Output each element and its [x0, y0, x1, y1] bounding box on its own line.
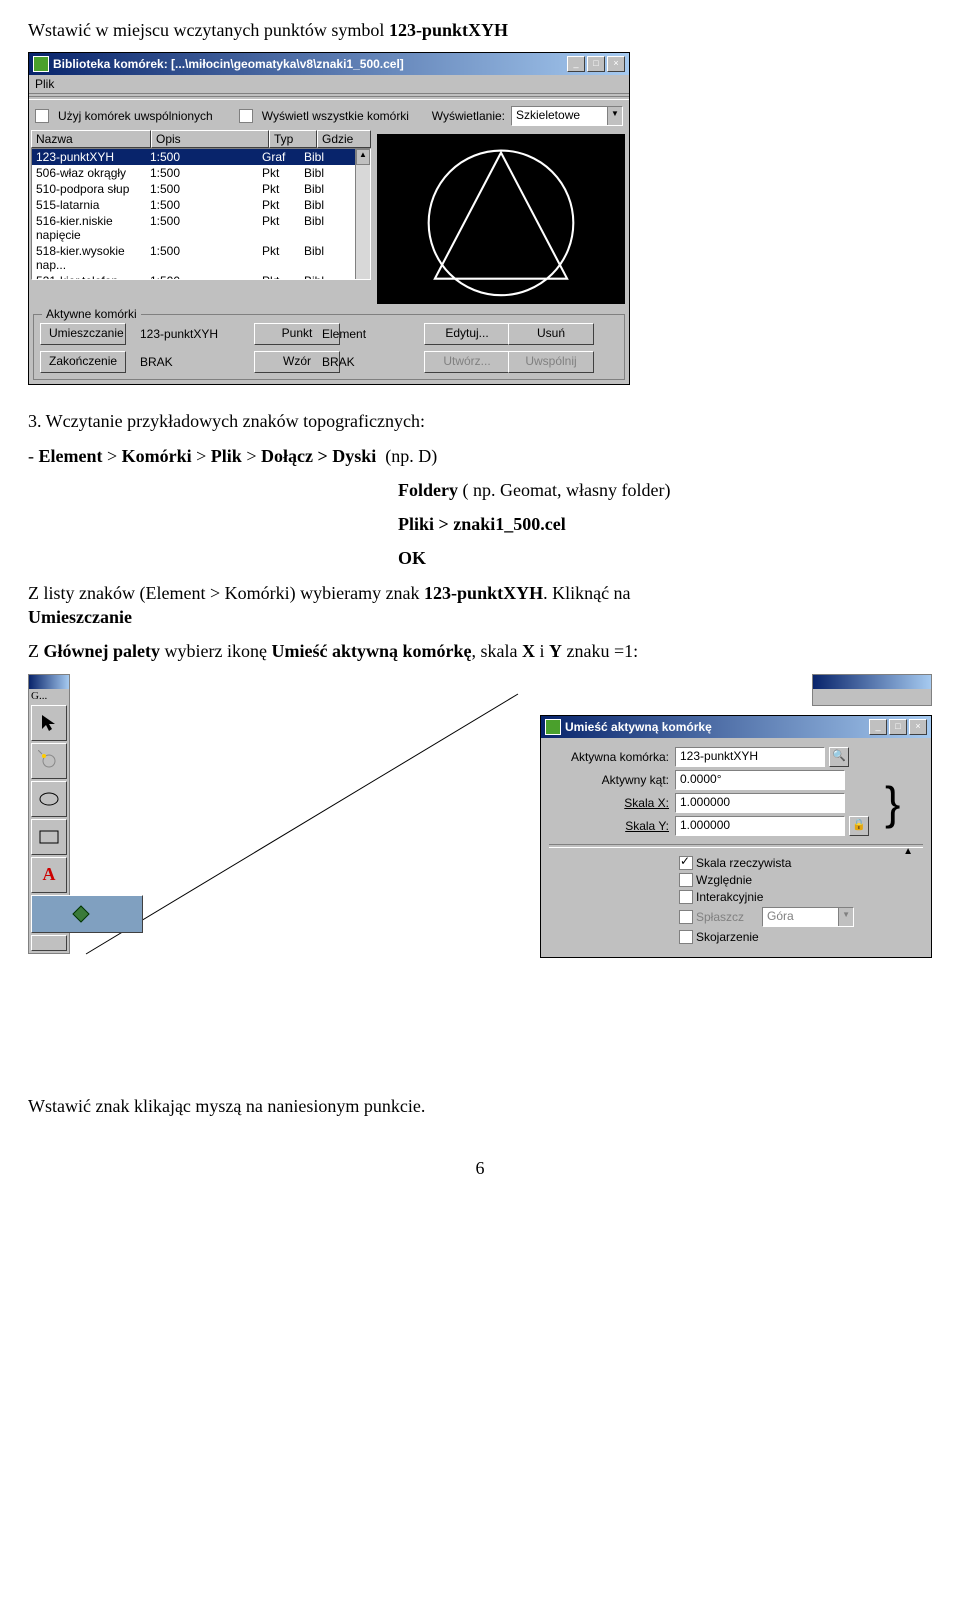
terminate-button[interactable]: Zakończenie [40, 351, 126, 373]
tool-rect[interactable] [31, 819, 67, 855]
chevron-down-icon: ▼ [607, 107, 622, 125]
checkbox-association[interactable] [679, 930, 693, 944]
select-flatten[interactable]: Góra▼ [762, 907, 854, 927]
share-button[interactable]: Uwspólnij [508, 351, 594, 373]
text-choose-sign: Z listy znaków (Element > Komórki) wybie… [28, 581, 932, 630]
label-real-scale: Skala rzeczywista [696, 856, 791, 870]
maximize-button[interactable]: □ [587, 56, 605, 72]
edit-button[interactable]: Edytuj... [424, 323, 510, 345]
table-row[interactable]: 510-podpora słup1:500PktBibl [32, 181, 370, 197]
browse-cell-button[interactable]: 🔍 [829, 747, 849, 767]
text-files: Pliki > znaki1_500.cel [398, 512, 932, 536]
delete-button[interactable]: Usuń [508, 323, 594, 345]
place-button[interactable]: Umieszczanie [40, 323, 126, 345]
palette-title: G... [29, 689, 69, 703]
checkbox-real-scale[interactable] [679, 856, 693, 870]
table-row[interactable]: 123-punktXYH1:500GrafBibl [32, 149, 370, 165]
window-title: Biblioteka komórek: [...\miłocin\geomaty… [53, 57, 567, 71]
table-row[interactable]: 506-właz okrągły1:500PktBibl [32, 165, 370, 181]
minimize-button[interactable]: _ [869, 719, 887, 735]
titlebar[interactable]: Biblioteka komórek: [...\miłocin\geomaty… [29, 53, 629, 75]
dialog-place-cell: Umieść aktywną komórkę _ □ × Aktywna kom… [540, 715, 932, 958]
text-footer: Wstawić znak klikając myszą na naniesion… [28, 1094, 932, 1118]
tool-pointer[interactable] [31, 705, 67, 741]
label-angle: Aktywny kąt: [549, 773, 675, 787]
menubar: Plik [29, 75, 629, 94]
maximize-button[interactable]: □ [889, 719, 907, 735]
app-icon [33, 56, 49, 72]
lock-icon[interactable]: 🔒 [849, 816, 869, 836]
table-body: 123-punktXYH1:500GrafBibl 506-właz okrąg… [31, 148, 371, 280]
label-flatten: Spłaszcz [696, 910, 744, 924]
label-scale-x: Skala X: [549, 796, 675, 810]
table-row[interactable]: 515-latarnia1:500PktBibl [32, 197, 370, 213]
checkbox-shared[interactable] [35, 109, 49, 123]
collapse-icon[interactable]: ▲ [903, 846, 913, 857]
col-type[interactable]: Typ [269, 130, 317, 148]
tool-place-cell[interactable] [31, 895, 143, 933]
value-place: 123-punktXYH [140, 327, 240, 341]
field-scale-y[interactable]: 1.000000 [675, 816, 845, 836]
col-desc[interactable]: Opis [151, 130, 269, 148]
text-main-palette: Z Głównej palety wybierz ikonę Umieść ak… [28, 639, 932, 663]
value-point: Element [322, 327, 410, 341]
field-angle[interactable]: 0.0000° [675, 770, 845, 790]
field-scale-x[interactable]: 1.000000 [675, 793, 845, 813]
dialog-title: Umieść aktywną komórkę [565, 720, 869, 734]
minimize-button[interactable]: _ [567, 56, 585, 72]
text-insert-symbol: Wstawić w miejscu wczytanych punktów sym… [28, 18, 932, 42]
palette-titlebar[interactable] [29, 675, 69, 689]
scroll-up-icon[interactable]: ▲ [356, 149, 370, 165]
checkbox-interactive[interactable] [679, 890, 693, 904]
text-menu-path: - Element > Komórki > Plik > Dołącz > Dy… [28, 444, 932, 468]
label-relative: Względnie [696, 873, 752, 887]
checkbox-flatten[interactable] [679, 910, 693, 924]
value-pattern: BRAK [322, 355, 410, 369]
menu-file[interactable]: Plik [35, 77, 54, 91]
text-folders: Foldery ( np. Geomat, własny folder) [398, 478, 932, 502]
close-button[interactable]: × [607, 56, 625, 72]
checkbox-showall[interactable] [239, 109, 253, 123]
text-step3: 3. Wczytanie przykładowych znaków topogr… [28, 409, 932, 433]
col-where[interactable]: Gdzie [317, 130, 371, 148]
text-ok: OK [398, 546, 932, 570]
tool-text[interactable]: A [31, 857, 67, 893]
group-active-cells: Aktywne komórki Umieszczanie 123-punktXY… [33, 314, 625, 380]
page-number: 6 [28, 1158, 932, 1179]
select-display[interactable]: Szkieletowe▼ [511, 106, 623, 126]
label-showall: Wyświetl wszystkie komórki [262, 109, 409, 123]
close-button[interactable]: × [909, 719, 927, 735]
table-row[interactable]: 521-kier.telefon1:500PktBibl [32, 273, 370, 280]
app-icon [545, 719, 561, 735]
label-active-cell: Aktywna komórka: [549, 750, 675, 764]
col-name[interactable]: Nazwa [31, 130, 151, 148]
table-row[interactable]: 516-kier.niskie napięcie1:500PktBibl [32, 213, 370, 243]
tool-fence[interactable] [31, 743, 67, 779]
window-cell-library: Biblioteka komórek: [...\miłocin\geomaty… [28, 52, 630, 385]
label-scale-y: Skala Y: [549, 819, 675, 833]
field-active-cell[interactable]: 123-punktXYH [675, 747, 825, 767]
tool-ellipse[interactable] [31, 781, 67, 817]
label-interactive: Interakcyjnie [696, 890, 763, 904]
label-association: Skojarzenie [696, 930, 759, 944]
label-shared: Użyj komórek uwspólnionych [58, 109, 213, 123]
tool-palette: G... A [28, 674, 70, 954]
scrollbar[interactable]: ▲ [355, 149, 370, 279]
create-button[interactable]: Utwórz... [424, 351, 510, 373]
tool-more[interactable] [31, 935, 67, 951]
checkbox-relative[interactable] [679, 873, 693, 887]
chevron-down-icon: ▼ [838, 908, 853, 926]
dialog-titlebar[interactable]: Umieść aktywną komórkę _ □ × [541, 716, 931, 738]
table-row[interactable]: 518-kier.wysokie nap...1:500PktBibl [32, 243, 370, 273]
label-display: Wyświetlanie: [432, 109, 505, 123]
palette-fragment [812, 674, 932, 706]
value-terminate: BRAK [140, 355, 240, 369]
table-header: Nazwa Opis Typ Gdzie [29, 130, 373, 148]
cell-preview [377, 134, 625, 304]
group-label: Aktywne komórki [42, 307, 141, 321]
